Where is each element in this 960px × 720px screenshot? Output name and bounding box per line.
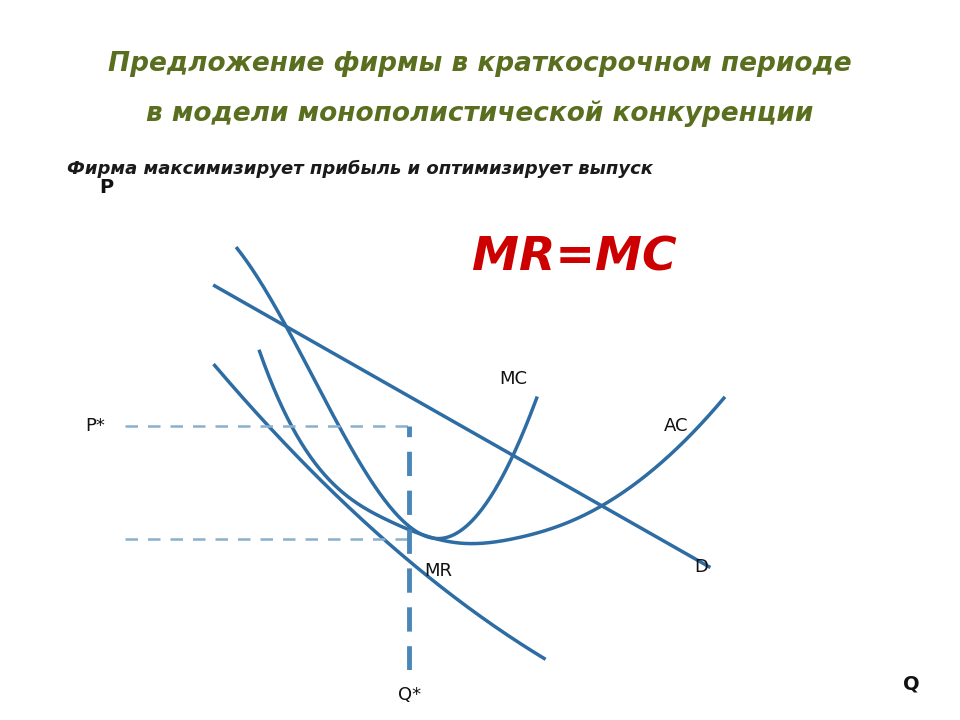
Text: MR: MR [424,562,452,580]
Text: MC: MC [499,370,527,388]
Text: Предложение фирмы в краткосрочном периоде: Предложение фирмы в краткосрочном период… [108,51,852,78]
Text: в модели монополистической конкуренции: в модели монополистической конкуренции [146,100,814,127]
Text: Q*: Q* [397,686,420,704]
Text: P*: P* [84,418,105,435]
Text: MR=MC: MR=MC [471,235,677,280]
Text: Фирма максимизирует прибыль и оптимизирует выпуск: Фирма максимизирует прибыль и оптимизиру… [67,160,653,179]
Text: P: P [99,178,113,197]
Text: D: D [694,557,708,576]
Text: Q: Q [902,674,920,693]
Text: AC: AC [664,418,688,435]
